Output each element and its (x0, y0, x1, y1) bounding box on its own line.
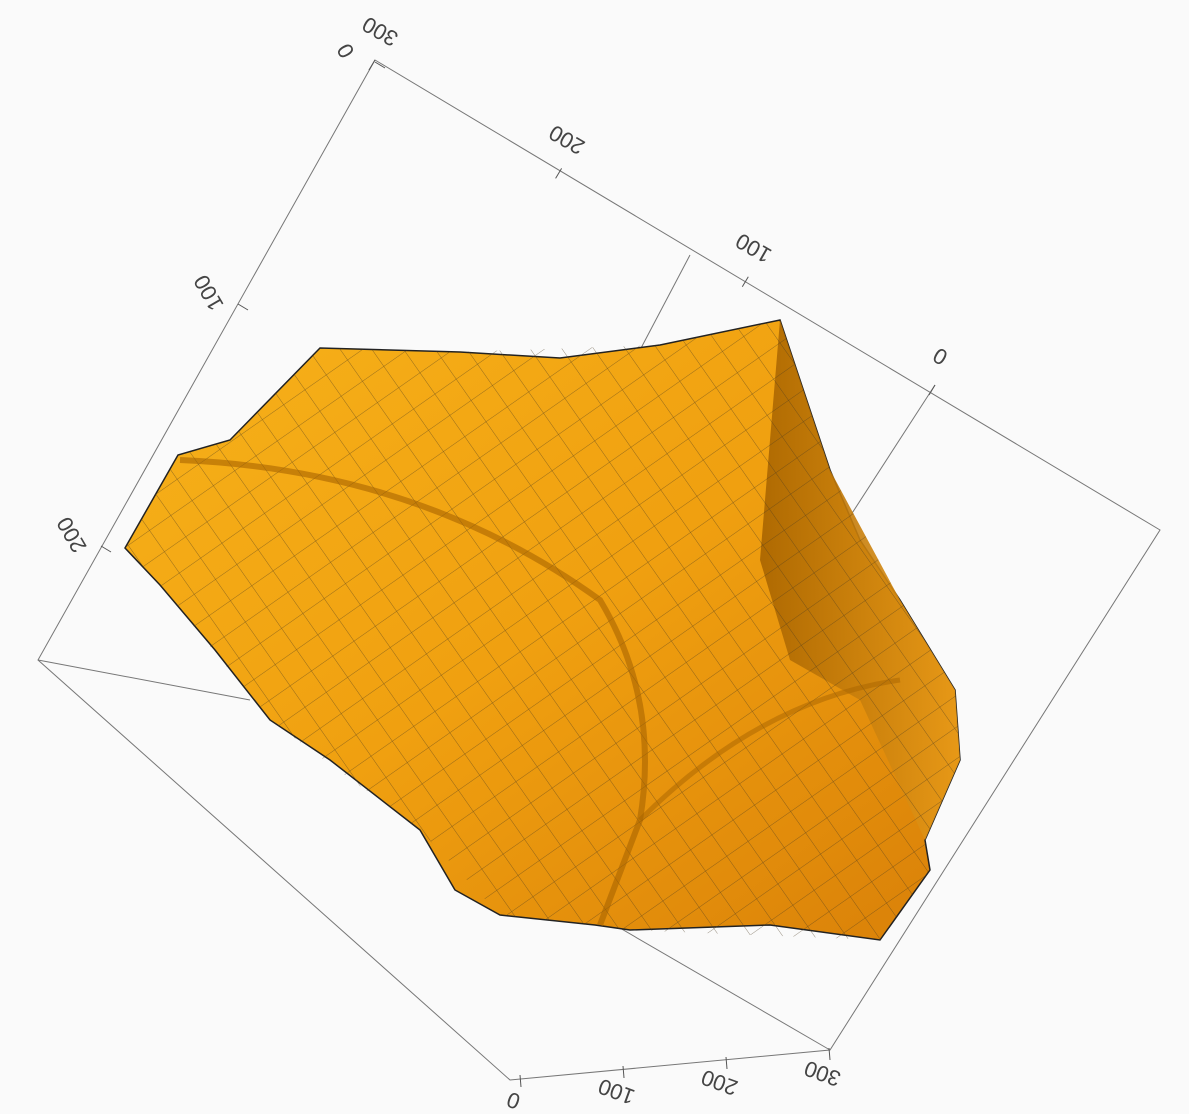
surface-ridge (179, 457, 648, 927)
tick-mark (928, 384, 936, 396)
tick-mark (519, 1074, 522, 1088)
tick-mark (100, 545, 112, 553)
surface (124, 319, 961, 941)
box-edge (639, 254, 691, 351)
tick-mark (622, 1065, 625, 1079)
tick-mark (237, 303, 249, 311)
tick-mark (725, 1056, 728, 1070)
box-outline (37, 59, 1161, 1081)
tick-mark (374, 61, 386, 69)
tick-mark (828, 1047, 831, 1061)
tick-mark (555, 168, 563, 179)
surface-mesh (125, 320, 960, 940)
tick-mark (368, 59, 376, 71)
box-edge (37, 659, 251, 701)
tick-mark (741, 276, 749, 287)
surface-ridge (638, 677, 901, 822)
